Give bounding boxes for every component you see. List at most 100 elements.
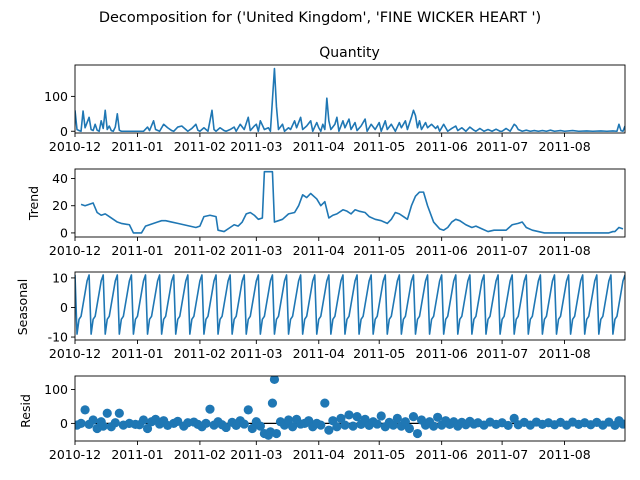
- y-tick-label: 100: [44, 89, 68, 104]
- panel-trend-yticks: 0 20 40: [52, 171, 75, 240]
- x-tick-label: 2011-03: [230, 139, 282, 154]
- resid-point: [372, 419, 382, 429]
- panel-resid-xticks: 2010-12 2011-01 2011-02 2011-03 2011-04 2011-…: [49, 441, 591, 462]
- resid-point: [247, 423, 257, 434]
- resid-point: [110, 418, 120, 428]
- resid-point: [429, 421, 439, 431]
- resid-point: [88, 415, 98, 425]
- panel-seasonal-series: [75, 274, 625, 335]
- x-tick-label: 2011-08: [538, 243, 590, 258]
- panel-seasonal-yticks: -10 0 10: [48, 270, 75, 345]
- resid-point: [287, 422, 298, 432]
- resid-point: [348, 421, 358, 431]
- x-tick-label: 2010-12: [49, 139, 101, 154]
- x-tick-label: 2011-06: [416, 447, 468, 462]
- resid-point: [324, 425, 334, 435]
- resid-point: [392, 413, 402, 423]
- y-tick-label: 0: [60, 300, 68, 315]
- panel-quantity-title: Quantity: [319, 45, 380, 61]
- panel-seasonal-ylabel: Seasonal: [15, 279, 30, 336]
- resid-point: [243, 405, 253, 415]
- panel-quantity-frame: [74, 64, 626, 134]
- resid-point: [344, 410, 354, 420]
- resid-point: [205, 404, 215, 414]
- x-tick-label: 2011-08: [538, 139, 590, 154]
- panel-trend: Trend 0 20 40 2010-12 2011-01 2011-02 2011-03…: [26, 168, 626, 258]
- resid-point: [80, 405, 90, 415]
- x-tick-label: 2010-12: [49, 243, 101, 258]
- resid-point: [376, 411, 386, 421]
- x-tick-label: 2011-07: [476, 346, 528, 361]
- x-tick-label: 2011-06: [416, 243, 468, 258]
- resid-point: [255, 421, 265, 431]
- resid-point: [114, 408, 124, 418]
- x-tick-label: 2011-07: [476, 447, 528, 462]
- x-tick-label: 2011-01: [111, 139, 163, 154]
- resid-point: [352, 412, 362, 422]
- y-tick-label: 40: [52, 171, 68, 186]
- resid-point: [316, 420, 326, 430]
- resid-point: [332, 422, 342, 432]
- resid-point: [340, 420, 350, 430]
- resid-point: [269, 376, 280, 384]
- x-tick-label: 2011-07: [476, 243, 528, 258]
- x-tick-label: 2011-07: [476, 139, 528, 154]
- x-tick-label: 2011-04: [293, 447, 345, 462]
- y-tick-label: 10: [52, 270, 68, 285]
- figure-suptitle: Decomposition for ('United Kingdom', 'FI…: [99, 10, 541, 26]
- panel-quantity-series: [75, 67, 625, 133]
- resid-point: [388, 420, 398, 430]
- panel-trend-line: [80, 170, 624, 234]
- resid-point: [408, 412, 419, 422]
- panel-resid-frame: [74, 375, 626, 442]
- x-tick-label: 2011-02: [174, 447, 226, 462]
- x-tick-label: 2010-12: [49, 447, 101, 462]
- resid-point: [201, 418, 211, 428]
- x-tick-label: 2011-04: [293, 346, 345, 361]
- x-tick-label: 2011-05: [353, 447, 405, 462]
- panel-seasonal-xticks: 2010-12 2011-01 2011-02 2011-03 2011-04 2011-…: [49, 340, 591, 361]
- x-tick-label: 2011-04: [293, 139, 345, 154]
- x-tick-label: 2011-08: [538, 447, 590, 462]
- panel-trend-frame: [74, 168, 626, 238]
- panel-trend-series: [80, 170, 624, 234]
- panel-resid-ylabel: Resid: [18, 394, 33, 428]
- x-tick-label: 2010-12: [49, 346, 101, 361]
- resid-point: [412, 428, 423, 439]
- panel-quantity: Quantity 0 100 2010-12 2011-01 2011-02 2011-…: [44, 45, 626, 154]
- x-tick-label: 2011-01: [111, 243, 163, 258]
- resid-point: [102, 408, 112, 418]
- x-tick-label: 2011-03: [230, 346, 282, 361]
- panel-trend-xticks: 2010-12 2011-01 2011-02 2011-03 2011-04 2011-…: [49, 237, 591, 258]
- panel-resid-yticks: 0 100: [44, 382, 75, 431]
- panel-seasonal-line: [75, 274, 625, 335]
- resid-point: [618, 419, 625, 429]
- x-tick-label: 2011-05: [353, 243, 405, 258]
- panel-seasonal-frame: [74, 271, 626, 341]
- x-tick-label: 2011-02: [174, 346, 226, 361]
- x-tick-label: 2011-02: [174, 139, 226, 154]
- panel-quantity-line: [75, 67, 625, 133]
- x-tick-label: 2011-03: [230, 243, 282, 258]
- panel-quantity-xticks: 2010-12 2011-01 2011-02 2011-03 2011-04 2011-…: [49, 133, 591, 154]
- resid-point: [76, 418, 86, 428]
- x-tick-label: 2011-06: [416, 346, 468, 361]
- x-tick-label: 2011-06: [416, 139, 468, 154]
- resid-point: [503, 420, 513, 431]
- resid-point: [400, 417, 410, 427]
- resid-point: [138, 415, 149, 425]
- resid-point: [221, 422, 231, 433]
- y-tick-label: 20: [52, 198, 68, 213]
- resid-point: [336, 413, 346, 423]
- resid-point: [404, 423, 415, 434]
- panel-quantity-yticks: 0 100: [44, 89, 75, 139]
- x-tick-label: 2011-01: [111, 346, 163, 361]
- x-tick-label: 2011-05: [353, 346, 405, 361]
- resid-point: [239, 419, 249, 429]
- x-tick-label: 2011-01: [111, 447, 163, 462]
- panel-trend-ylabel: Trend: [26, 186, 41, 221]
- y-tick-label: 0: [60, 124, 68, 139]
